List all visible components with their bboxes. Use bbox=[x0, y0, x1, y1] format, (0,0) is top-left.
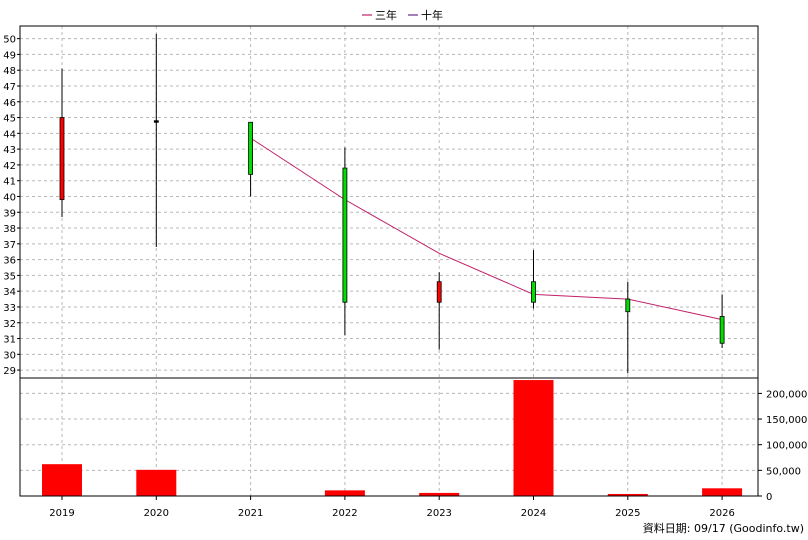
volume-tick-label: 200,000 bbox=[766, 389, 807, 400]
candle-2025 bbox=[625, 281, 631, 374]
candle-body bbox=[342, 167, 348, 303]
volume-bar-2020 bbox=[136, 469, 177, 496]
candle-body bbox=[153, 120, 159, 123]
price-tick-label: 31 bbox=[3, 335, 16, 346]
price-tick-label: 34 bbox=[3, 287, 16, 298]
candle-body bbox=[625, 298, 631, 313]
volume-panel-frame bbox=[19, 377, 759, 497]
year-tick-label: 2024 bbox=[521, 508, 546, 519]
volume-bar-2025 bbox=[607, 493, 648, 496]
price-tick-label: 38 bbox=[3, 224, 16, 235]
price-axis-ticks: 29 30 31 32 33 34 35 36 37 38 39 40 41 42 43 44 45 46 47 48… bbox=[3, 35, 20, 377]
year-axis-ticks: 2019 2020 2021 2022 2023 2024 2025 2026 bbox=[49, 496, 735, 519]
price-tick-label: 48 bbox=[3, 66, 16, 77]
candle-2020 bbox=[153, 33, 159, 247]
volume-tick-label: 100,000 bbox=[766, 441, 807, 452]
candle-2023 bbox=[436, 272, 442, 350]
candle-2021 bbox=[248, 121, 254, 197]
plot-frames bbox=[19, 25, 759, 497]
year-tick-label: 2021 bbox=[238, 508, 263, 519]
price-tick-label: 37 bbox=[3, 240, 16, 251]
volume-bar-2019 bbox=[42, 464, 82, 496]
price-tick-label: 44 bbox=[3, 129, 16, 140]
price-panel-frame bbox=[19, 25, 759, 379]
candle-2019 bbox=[59, 68, 65, 217]
price-tick-label: 36 bbox=[3, 256, 16, 267]
legend-label-0: 三年 bbox=[375, 8, 397, 22]
candle-2022 bbox=[342, 147, 348, 336]
ma3-polyline bbox=[250, 137, 723, 321]
candle-body bbox=[59, 117, 65, 201]
price-tick-label: 29 bbox=[3, 366, 16, 377]
legend-label-1: 十年 bbox=[421, 8, 443, 22]
year-tick-label: 2022 bbox=[332, 508, 357, 519]
price-tick-label: 49 bbox=[3, 50, 16, 61]
volume-tick-label: 150,000 bbox=[766, 415, 807, 426]
price-tick-label: 39 bbox=[3, 208, 16, 219]
candle-body bbox=[719, 316, 725, 344]
price-tick-label: 41 bbox=[3, 177, 16, 188]
year-tick-label: 2020 bbox=[144, 508, 169, 519]
volume-bar-2026 bbox=[702, 488, 743, 496]
candle-body bbox=[436, 281, 442, 303]
price-tick-label: 43 bbox=[3, 145, 16, 156]
year-tick-label: 2019 bbox=[49, 508, 74, 519]
volume-grid bbox=[20, 392, 758, 471]
price-tick-label: 30 bbox=[3, 350, 16, 361]
price-tick-label: 32 bbox=[3, 319, 16, 330]
data-date-footer: 資料日期: 09/17 (Goodinfo.tw) bbox=[643, 521, 804, 535]
ma3-line bbox=[250, 137, 723, 321]
candle-body bbox=[531, 281, 536, 303]
price-tick-label: 50 bbox=[3, 35, 16, 46]
volume-bar-2022 bbox=[324, 490, 365, 496]
volume-tick-label: 0 bbox=[766, 492, 772, 503]
volume-tick-label: 50,000 bbox=[766, 466, 801, 477]
price-tick-label: 47 bbox=[3, 82, 16, 93]
price-grid bbox=[20, 26, 758, 496]
price-tick-label: 40 bbox=[3, 192, 16, 203]
legend: 三年 十年 bbox=[362, 8, 443, 22]
candle-2026 bbox=[719, 294, 725, 349]
price-tick-label: 45 bbox=[3, 114, 16, 125]
price-tick-label: 35 bbox=[3, 271, 16, 282]
year-tick-label: 2026 bbox=[709, 508, 734, 519]
price-tick-label: 33 bbox=[3, 303, 16, 314]
price-tick-label: 46 bbox=[3, 98, 16, 109]
volume-bars bbox=[42, 380, 743, 496]
candles bbox=[59, 33, 725, 374]
price-tick-label: 42 bbox=[3, 161, 16, 172]
candle-body bbox=[248, 121, 254, 175]
candle-2024 bbox=[531, 250, 536, 309]
volume-axis-ticks: 0 50,000 100,000 150,000 200,000 bbox=[758, 389, 807, 503]
year-tick-label: 2023 bbox=[426, 508, 451, 519]
volume-bar-2023 bbox=[419, 492, 460, 496]
volume-bar-2024 bbox=[513, 380, 554, 496]
year-tick-label: 2025 bbox=[615, 508, 640, 519]
